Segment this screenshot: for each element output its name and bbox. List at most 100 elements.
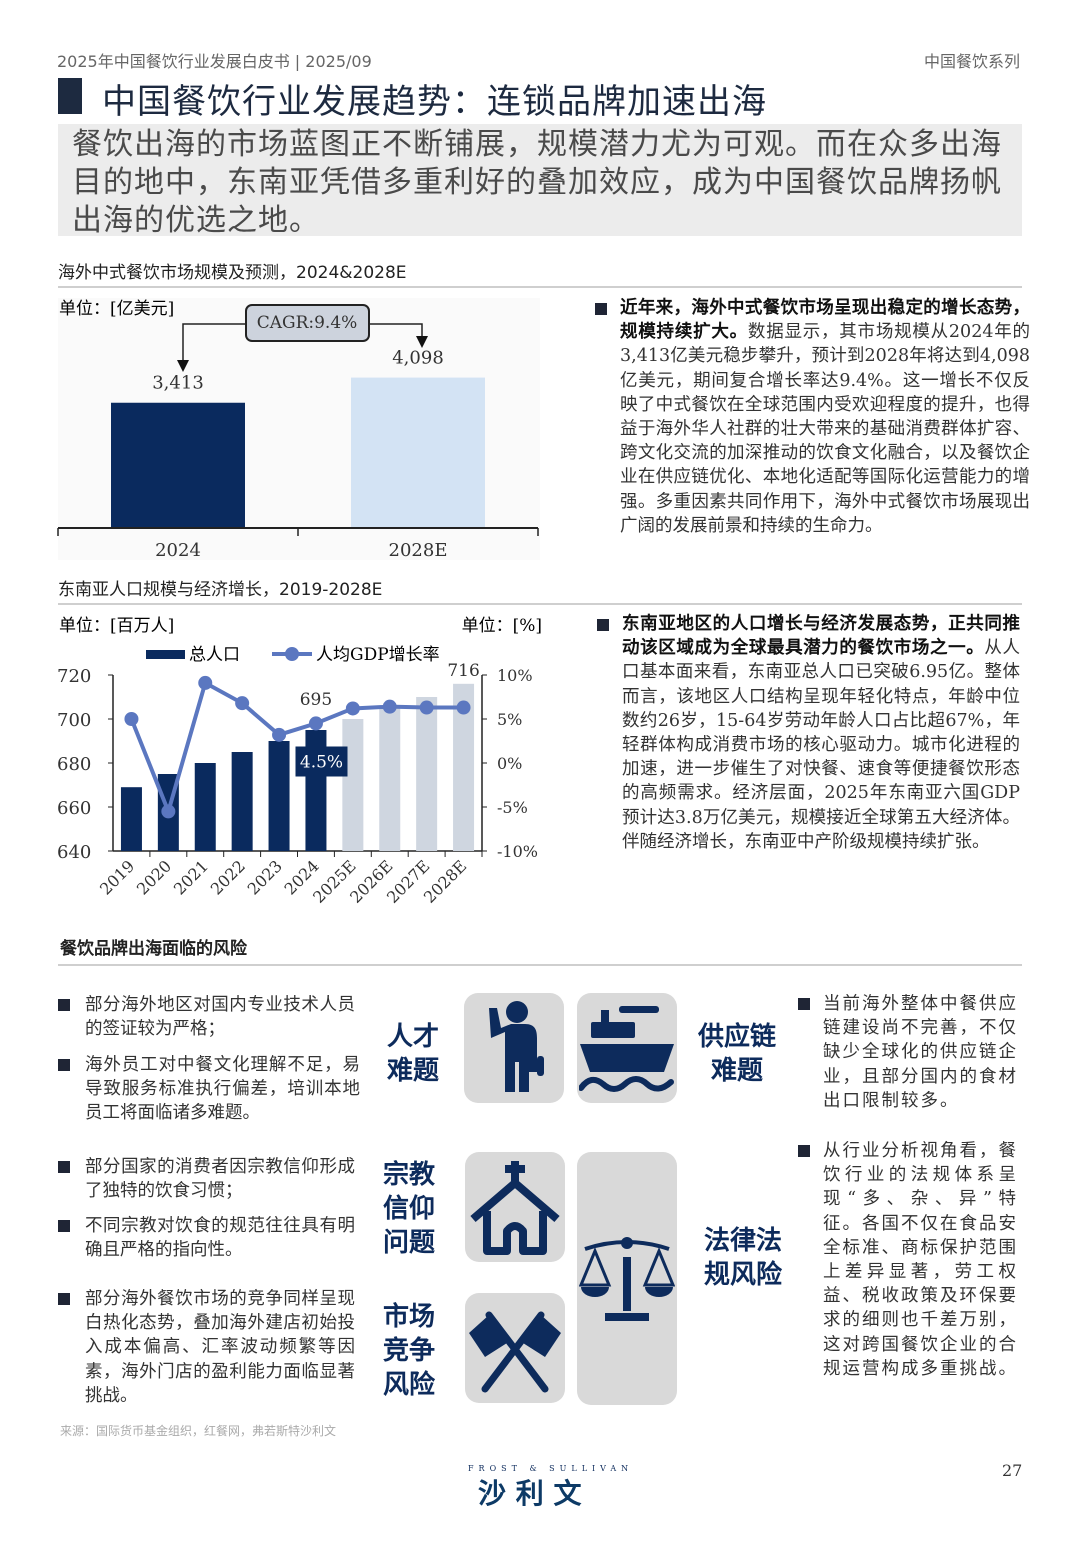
supply-label: 供应链难题 xyxy=(697,1022,776,1086)
section2-title: 东南亚人口规模与经济增长，2019-2028E xyxy=(58,580,383,600)
gdp-growth-line xyxy=(129,679,464,818)
value-label: 4,098 xyxy=(392,348,444,369)
x-tick-label: 2028E xyxy=(389,540,448,561)
chart2-left-unit: 单位：[百万人] xyxy=(59,616,174,636)
x-tick-label: 2024 xyxy=(155,540,201,561)
divider xyxy=(58,286,1022,288)
talent-label: 人才难题 xyxy=(386,1022,439,1086)
population-bar-2028E xyxy=(453,683,475,851)
right-tick-label: 5% xyxy=(497,710,522,729)
right-tick-label: 0% xyxy=(497,754,522,773)
logo-en: FROST & SULLIVAN xyxy=(468,1464,634,1473)
population-bar-2021 xyxy=(194,763,216,851)
header-series: 中国餐饮系列 xyxy=(923,52,1020,71)
arrow-head-icon xyxy=(416,336,428,348)
chart1-unit: 单位：[亿美元] xyxy=(59,299,174,319)
religion-label: 宗教 信仰 问题 xyxy=(382,1160,435,1258)
bar-2024 xyxy=(111,402,245,528)
left-tick-label: 660 xyxy=(57,798,91,819)
bullet-icon xyxy=(58,1293,70,1305)
gdp-point-2022 xyxy=(235,696,250,711)
bullet-icon xyxy=(58,1220,70,1232)
section1-body: 数据显示，其市场规模从2024年的3,413亿美元稳步攀升，预计到2028年将达… xyxy=(620,322,1031,536)
arrow-head-icon xyxy=(177,360,189,372)
bullet-icon xyxy=(595,303,607,315)
cagr-arrow-left xyxy=(182,323,246,362)
page-number: 27 xyxy=(1002,1461,1023,1480)
section1-paragraph: 近年来，海外中式餐饮市场呈现出稳定的增长态势，规模持续扩大。数据显示，其市场规模… xyxy=(620,296,1030,538)
section2-lead: 东南亚地区的人口增长与经济发展态势，正共同推动该区域成为全球最具潜力的餐饮市场之… xyxy=(622,614,1020,659)
section2-body: 从人口基本面来看，东南亚总人口已突破6.95亿。整体而言，该地区人口结构呈现年轻… xyxy=(622,638,1021,852)
population-bar-2025E xyxy=(342,719,364,851)
gdp-point-2023 xyxy=(272,727,287,742)
x-tick-label: 2021 xyxy=(170,856,212,898)
talent-bullet-2: 海外员工对中餐文化理解不足，易导致服务标准执行偏差，培训本地员工将面临诸多难题。 xyxy=(85,1055,360,1124)
gdp-point-2021 xyxy=(198,675,213,690)
law-bullet-1: 从行业分析视角看，餐饮行业的法规体系呈现“多、杂、异”特征。各国不仅在食品安全标… xyxy=(823,1141,1018,1379)
chart2-right-unit: 单位：[%] xyxy=(462,616,542,636)
bullet-icon xyxy=(58,999,70,1011)
frost-sullivan-logo: 沙 利 文 xyxy=(478,1477,582,1510)
x-tick-label: 2023 xyxy=(244,856,286,898)
x-tick-label: 2022 xyxy=(207,856,249,898)
gdp-point-2019 xyxy=(124,712,139,726)
left-tick-label: 720 xyxy=(57,666,91,687)
x-tick-label: 2019 xyxy=(96,856,138,898)
gdp-point-2027E xyxy=(419,700,434,715)
bullet-icon xyxy=(798,998,810,1010)
divider xyxy=(58,603,1022,605)
bullet-icon xyxy=(798,1145,810,1157)
left-tick-label: 640 xyxy=(57,842,91,863)
gdp-point-2020 xyxy=(161,804,176,819)
bullet-icon xyxy=(58,1161,70,1173)
gdp-point-2025E xyxy=(345,701,360,716)
section1-lead: 近年来，海外中式餐饮市场呈现出稳定的增长态势，规模持续扩大。 xyxy=(620,298,1030,343)
header-doc-title: 2025年中国餐饮行业发展白皮书 | 2025/09 xyxy=(57,52,372,71)
population-bar-2026E xyxy=(379,708,401,851)
church-icon xyxy=(465,1152,565,1262)
legend-gdp: 人均GDP增长率 xyxy=(316,645,440,665)
right-tick-label: -10% xyxy=(497,842,538,861)
bar-2028E xyxy=(351,377,485,528)
supply-bullet-1: 当前海外整体中餐供应链建设尚不完善，不仅缺少全球化的供应链企业，且部分国内的食材… xyxy=(823,994,1018,1111)
section1-title: 海外中式餐饮市场规模及预测，2024&2028E xyxy=(58,263,407,283)
bullet-icon xyxy=(597,619,609,631)
cagr-label: CAGR:9.4% xyxy=(257,313,358,333)
gdp-point-2024 xyxy=(308,716,323,731)
businessman-icon xyxy=(464,993,564,1103)
ship-icon xyxy=(577,993,677,1103)
x-tick-label: 2020 xyxy=(133,856,175,898)
gdp-point-2028E xyxy=(456,700,471,715)
section3-title: 餐饮品牌出海面临的风险 xyxy=(60,939,247,959)
gdp-2024-label: 4.5% xyxy=(300,753,343,773)
market-size-chart: 单位：[亿美元] CAGR:9.4% 3,413 2024 4,098 2028E xyxy=(57,298,540,561)
right-tick-label: -5% xyxy=(497,798,528,817)
religion-bullet-2: 不同宗教对饮食的规范往往具有明确且严格的指向性。 xyxy=(85,1216,355,1261)
gdp-point-2026E xyxy=(382,699,397,714)
population-gdp-chart: 单位：[百万人] 单位：[%] 总人口 人均GDP增长率 720 700 680 66… xyxy=(57,616,542,907)
legend-bar-swatch xyxy=(146,650,185,659)
talent-bullet-1: 部分海外地区对国内专业技术人员的签证较为严格； xyxy=(85,995,355,1040)
left-tick-label: 700 xyxy=(57,710,91,731)
gdp-2024-label-box xyxy=(295,746,348,777)
value-label: 3,413 xyxy=(152,373,204,394)
crossed-flags-icon xyxy=(465,1293,565,1403)
law-label: 法律法 规风险 xyxy=(703,1226,782,1290)
page-title: 中国餐饮行业发展趋势：连锁品牌加速出海 xyxy=(102,82,767,122)
scales-icon xyxy=(577,1152,677,1405)
religion-bullet-1: 部分国家的消费者因宗教信仰形成了独特的饮食习惯； xyxy=(85,1157,355,1202)
population-bar-2019 xyxy=(120,787,142,851)
market-bullet-1: 部分海外餐饮市场的竞争同样呈现白热化态势，叠加海外建店初始投入成本偏高、汇率波动… xyxy=(85,1289,355,1406)
cagr-arrow-right xyxy=(369,323,423,338)
market-label: 市场 竞争 风险 xyxy=(382,1302,435,1400)
cagr-box xyxy=(245,304,370,342)
left-tick-label: 680 xyxy=(57,754,91,775)
population-bar-2023 xyxy=(268,741,290,851)
source-note: 来源：国际货币基金组织，红餐网，弗若斯特沙利文 xyxy=(60,1424,337,1438)
right-tick-label: 10% xyxy=(497,666,533,685)
population-bar-2022 xyxy=(231,752,253,851)
divider xyxy=(58,964,1022,966)
population-2028E-label: 716 xyxy=(447,661,479,681)
section2-paragraph: 东南亚地区的人口增长与经济发展态势，正共同推动该区域成为全球最具潜力的餐饮市场之… xyxy=(622,612,1020,854)
title-marker xyxy=(58,78,82,114)
